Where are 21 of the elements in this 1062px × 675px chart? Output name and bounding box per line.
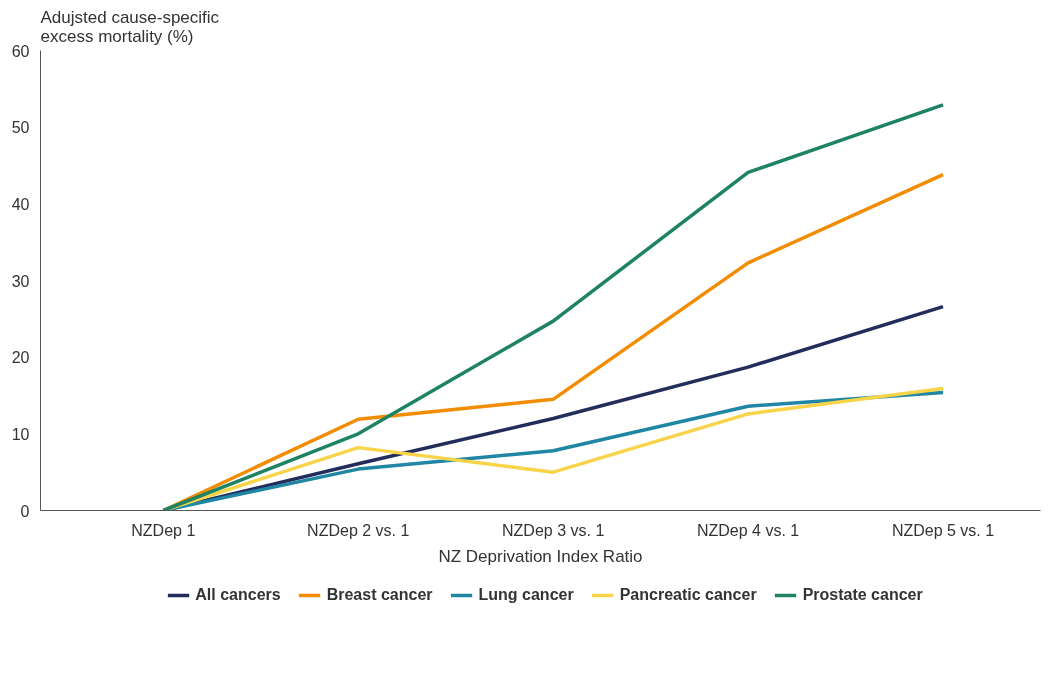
y-tick-label: 0 (20, 502, 30, 520)
x-tick-label: NZDep 3 vs. 1 (502, 521, 605, 539)
legend-label: Prostate cancer (802, 586, 923, 604)
y-tick-label: 30 (11, 272, 30, 290)
legend-label: Breast cancer (326, 586, 433, 604)
x-axis-title: NZ Deprivation Index Ratio (438, 546, 643, 566)
y-tick-label: 20 (11, 349, 30, 367)
line-series (161, 103, 945, 511)
legend-label: Lung cancer (478, 586, 574, 604)
y-axis-title: Adujsted cause-specific excess mortality (%) (40, 7, 220, 46)
y-tick-label: 40 (11, 195, 30, 213)
x-tick-label: NZDep 1 (131, 521, 196, 539)
y-tick-label: 10 (11, 425, 30, 443)
line-series (161, 172, 945, 511)
x-tick-label: NZDep 2 vs. 1 (307, 521, 410, 539)
legend-label: Pancreatic cancer (619, 586, 757, 604)
legend-label: All cancers (195, 586, 281, 604)
x-tick-label: NZDep 4 vs. 1 (696, 521, 800, 539)
y-tick-label: 50 (11, 119, 30, 137)
x-tick-label: NZDep 5 vs. 1 (891, 521, 995, 539)
y-tick-label: 60 (11, 42, 30, 60)
